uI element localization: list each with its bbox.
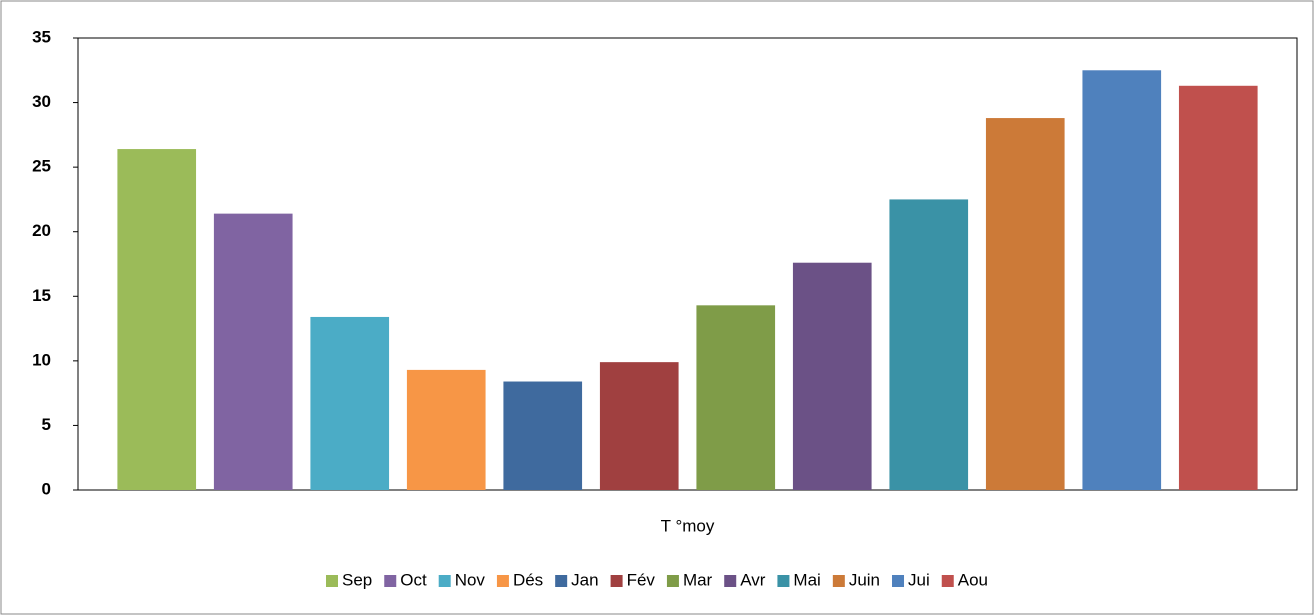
bar — [889, 199, 969, 490]
legend-swatch — [555, 575, 568, 587]
bar — [117, 149, 197, 490]
bar — [1082, 70, 1162, 491]
bar — [406, 369, 486, 490]
legend-swatch — [326, 575, 338, 587]
y-tick-label: 30 — [32, 92, 51, 111]
legend-label: Aou — [958, 570, 988, 589]
legend-swatch — [438, 575, 451, 587]
y-tick-label: 15 — [32, 286, 51, 305]
y-tick-label: 35 — [32, 27, 51, 46]
legend-swatch — [724, 575, 737, 587]
bar — [792, 262, 872, 490]
legend-label: Juin — [849, 570, 880, 589]
legend-label: Nov — [455, 570, 486, 589]
legend-label: Oct — [400, 570, 427, 589]
bar — [1178, 85, 1258, 490]
legend-label: Fév — [627, 570, 656, 589]
plot-area — [77, 37, 1298, 491]
y-tick-label: 5 — [42, 415, 51, 434]
legend-swatch — [832, 575, 845, 587]
bar — [696, 305, 776, 490]
legend-label: Jui — [908, 570, 930, 589]
bar — [985, 118, 1065, 490]
y-tick-label: 0 — [42, 479, 51, 498]
legend-swatch — [666, 575, 679, 587]
legend-label: Avr — [740, 570, 766, 589]
y-tick-label: 10 — [32, 350, 51, 369]
legend-swatch — [941, 575, 954, 587]
y-tick-label: 25 — [32, 157, 51, 176]
bar — [310, 316, 390, 490]
x-tick-label: T °moy — [661, 516, 715, 535]
legend-swatch — [496, 575, 509, 587]
y-tick-label: 20 — [32, 221, 51, 240]
legend-label: Jan — [571, 570, 598, 589]
legend-label: Sep — [342, 570, 372, 589]
legend-swatch — [892, 575, 905, 587]
legend-swatch — [384, 575, 397, 587]
bar — [503, 381, 583, 490]
bar — [213, 213, 293, 491]
legend-label: Mai — [793, 570, 820, 589]
bar — [599, 362, 679, 490]
legend-swatch — [610, 575, 623, 587]
legend-label: Dés — [513, 570, 543, 589]
legend-label: Mar — [683, 570, 713, 589]
legend-swatch — [777, 575, 790, 587]
